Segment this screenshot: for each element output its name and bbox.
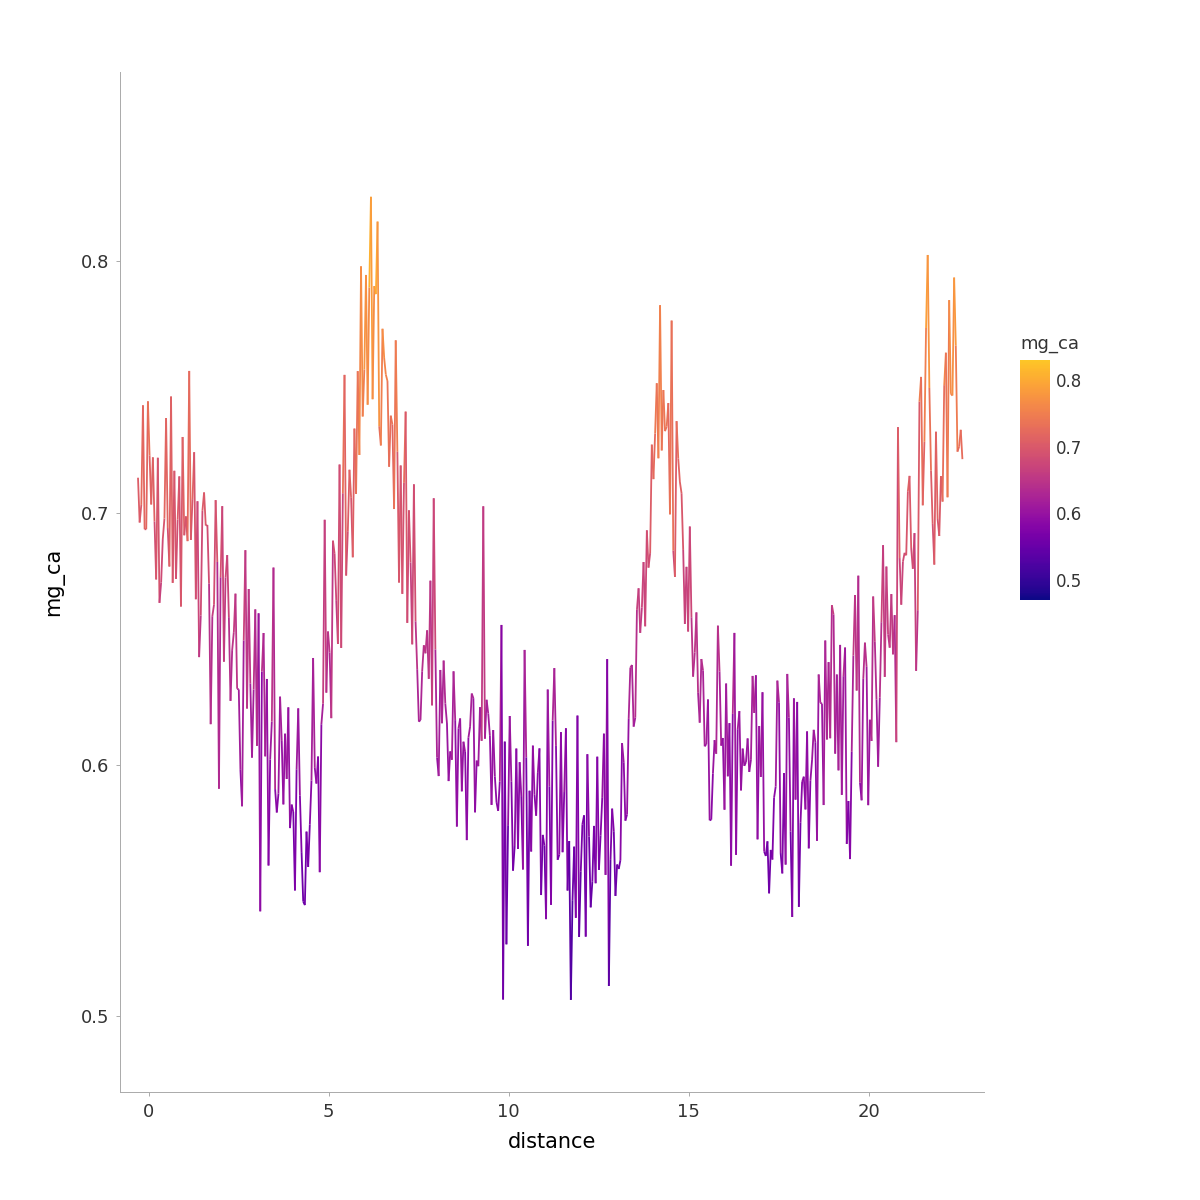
X-axis label: distance: distance [508,1133,596,1152]
Text: mg_ca: mg_ca [1020,335,1079,353]
Y-axis label: mg_ca: mg_ca [43,548,64,616]
